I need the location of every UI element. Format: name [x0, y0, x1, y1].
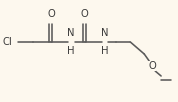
Text: H: H	[67, 46, 75, 56]
Text: O: O	[81, 9, 88, 19]
Text: H: H	[101, 46, 108, 56]
Text: N: N	[101, 28, 108, 38]
Text: Cl: Cl	[2, 37, 12, 47]
Text: O: O	[148, 61, 156, 71]
Text: O: O	[47, 9, 55, 19]
Text: N: N	[67, 28, 75, 38]
